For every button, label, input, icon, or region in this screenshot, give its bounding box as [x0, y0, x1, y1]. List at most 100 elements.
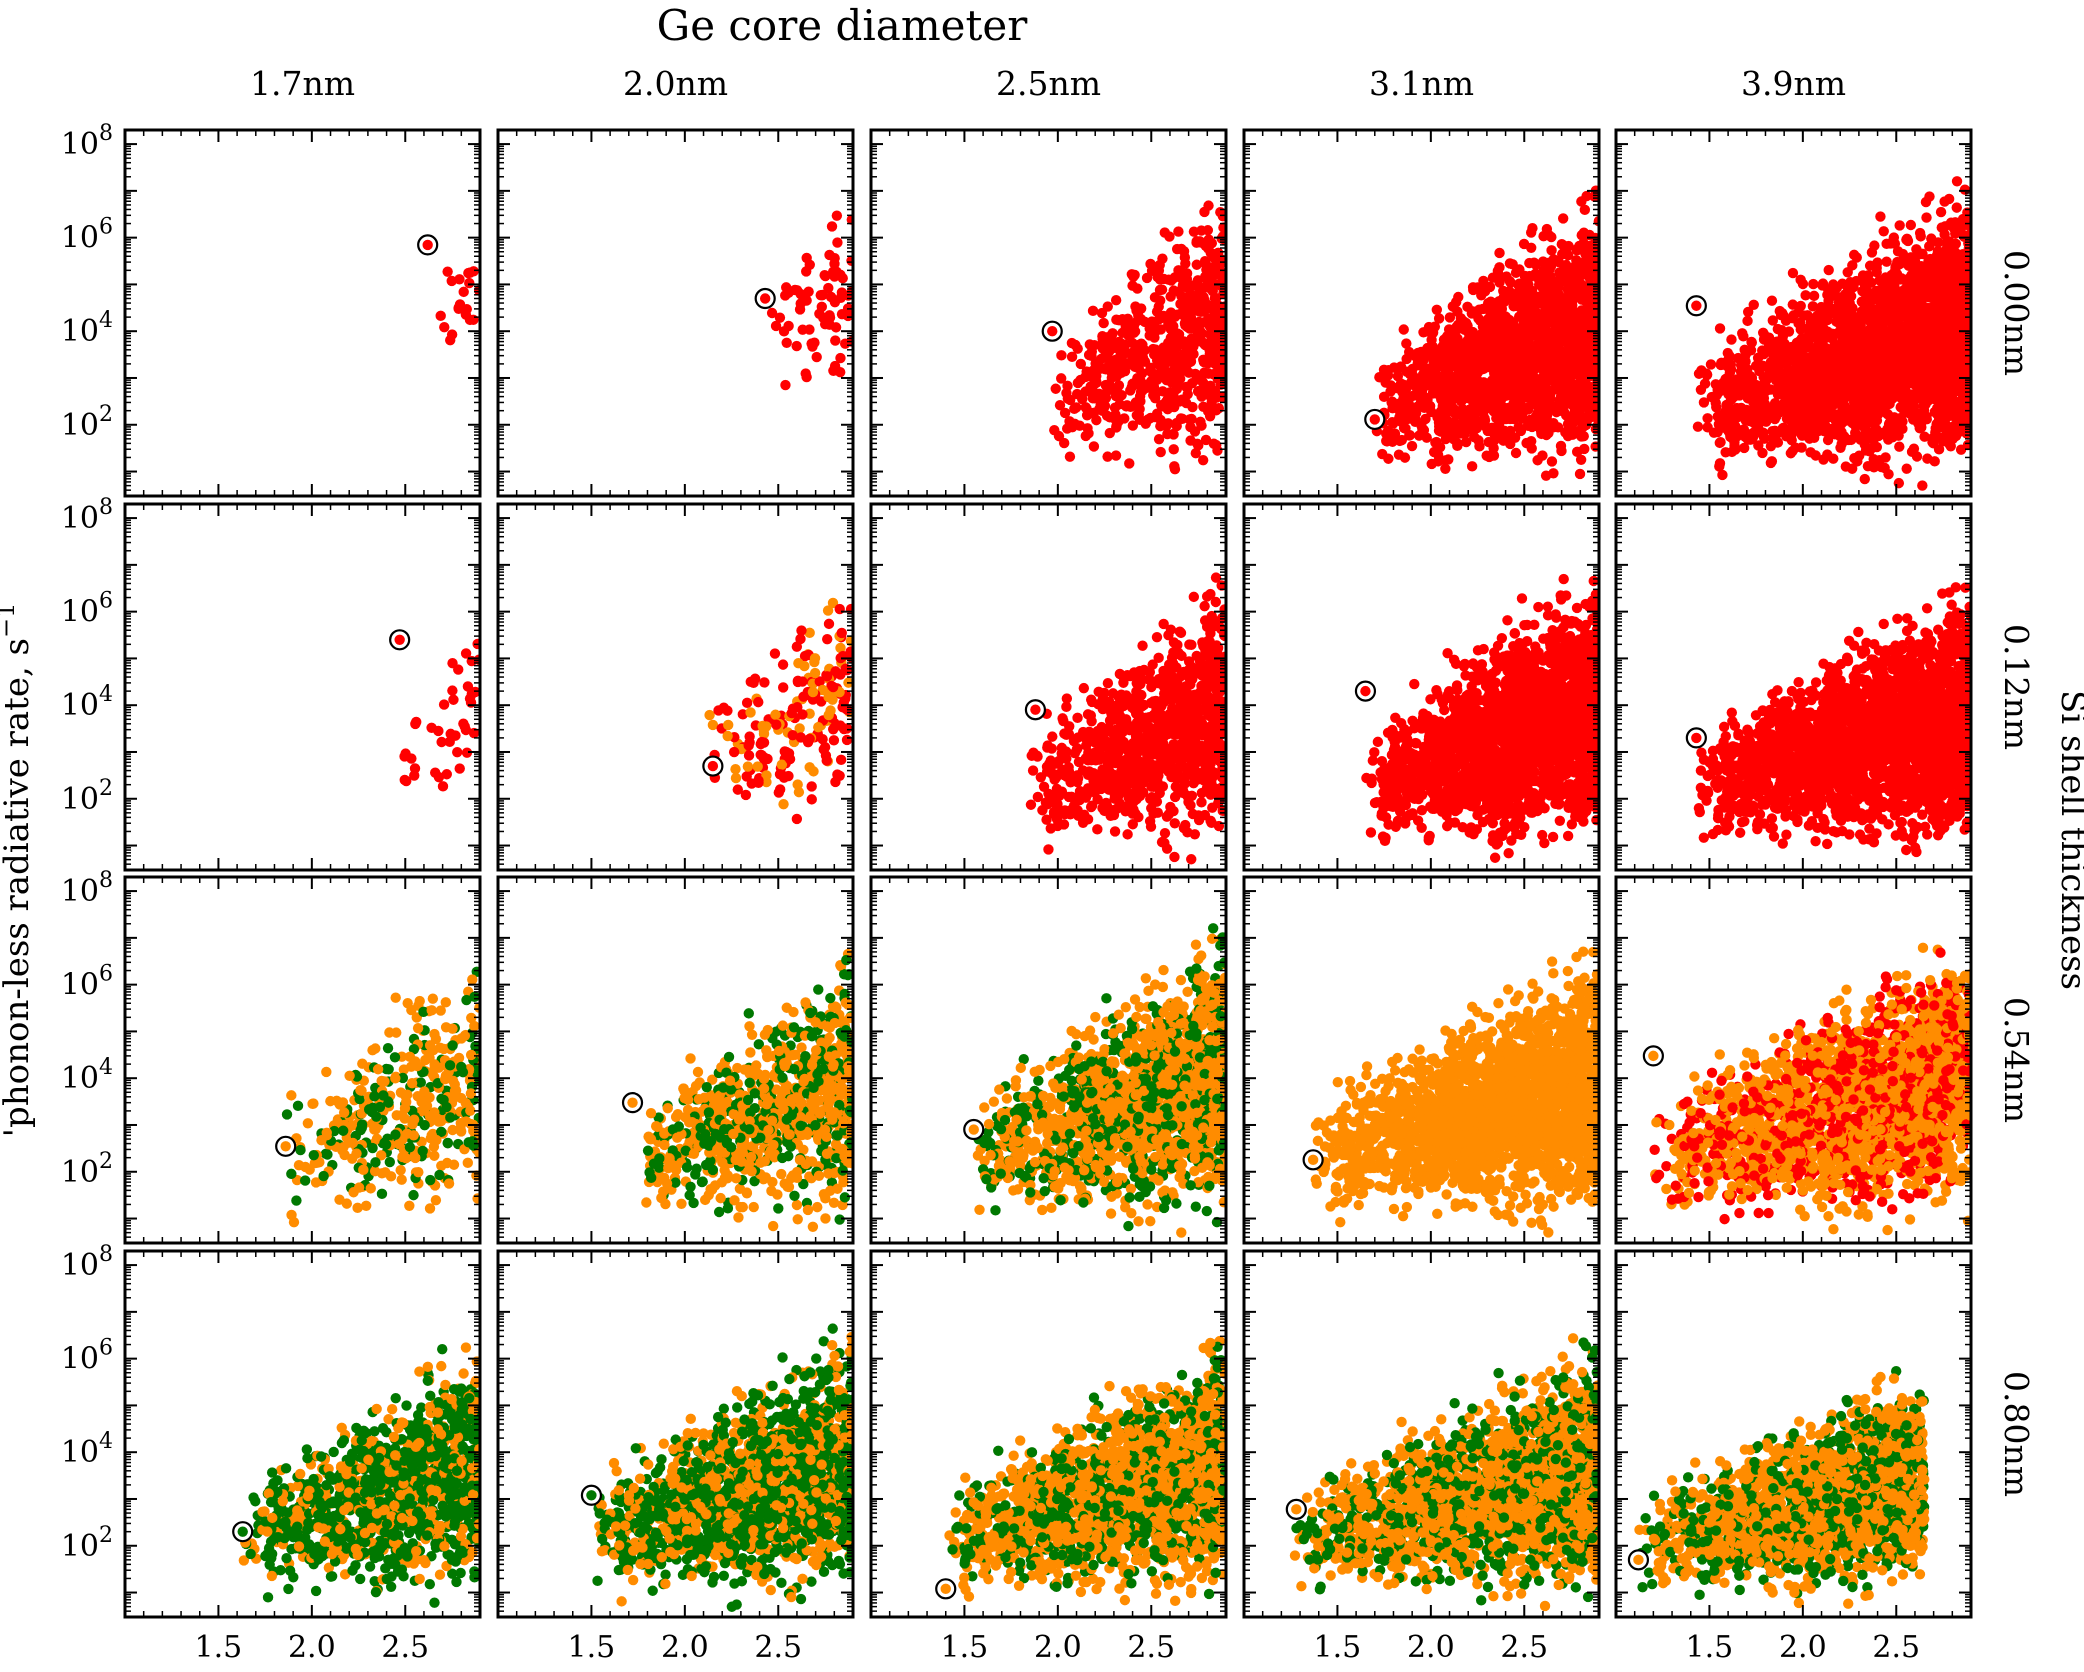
data-point — [1408, 390, 1420, 401]
data-point — [770, 320, 782, 332]
data-point — [1124, 458, 1135, 469]
data-point — [1574, 468, 1586, 480]
data-point — [1539, 373, 1550, 385]
data-point — [464, 277, 475, 289]
data-point — [1738, 331, 1749, 342]
data-point — [1447, 353, 1458, 365]
data-point — [1584, 382, 1596, 393]
data-point — [1533, 409, 1544, 420]
data-point — [1395, 362, 1407, 373]
data-point — [826, 221, 838, 232]
y-tick-label: 102 — [61, 402, 113, 443]
data-point — [1084, 339, 1096, 350]
highlight-point — [1047, 326, 1058, 337]
data-point — [1513, 409, 1524, 421]
data-point — [1522, 404, 1534, 415]
data-point — [1398, 324, 1409, 335]
data-point — [1434, 411, 1446, 423]
data-point — [1049, 424, 1060, 436]
data-point — [1378, 391, 1390, 403]
highlight-point — [759, 293, 771, 304]
data-point — [1198, 356, 1210, 368]
data-point — [1551, 320, 1562, 332]
data-point — [1206, 396, 1218, 407]
data-point — [439, 321, 450, 333]
data-point — [804, 259, 815, 270]
data-point — [1183, 367, 1195, 378]
data-point — [1204, 411, 1216, 422]
data-point — [1398, 379, 1409, 390]
data-point — [1591, 412, 1599, 423]
data-point — [1199, 317, 1210, 328]
data-point — [1432, 374, 1444, 386]
data-point — [1551, 279, 1563, 291]
point-group — [1692, 176, 1971, 491]
data-point — [823, 282, 834, 294]
data-point — [774, 312, 786, 323]
data-point — [1206, 332, 1217, 343]
data-point — [1500, 346, 1511, 358]
data-point — [464, 314, 476, 326]
data-point — [837, 273, 848, 284]
data-point — [832, 237, 843, 248]
data-point — [780, 290, 791, 301]
data-point — [1574, 428, 1586, 440]
data-point — [1091, 376, 1102, 387]
data-point — [1173, 373, 1185, 385]
data-point — [1129, 400, 1140, 411]
data-point — [1081, 410, 1093, 421]
data-point — [1589, 191, 1599, 202]
data-point — [1189, 426, 1201, 437]
data-point — [1206, 344, 1218, 355]
row-labels: 0.00nm 0.12nm 0.54nm 0.80nm — [1997, 250, 2036, 1497]
data-point — [1571, 446, 1583, 458]
data-point — [1201, 271, 1213, 282]
data-point — [1156, 364, 1167, 375]
data-point — [1096, 307, 1108, 319]
data-point — [1532, 455, 1543, 466]
data-point — [1447, 382, 1458, 393]
data-point — [1406, 440, 1418, 452]
data-point — [1435, 426, 1447, 437]
data-point — [1905, 219, 1917, 231]
data-point — [1137, 352, 1149, 363]
data-point — [1476, 338, 1488, 349]
data-point — [1499, 373, 1510, 384]
data-point — [1145, 258, 1156, 270]
data-point — [1097, 330, 1108, 342]
data-point — [1187, 333, 1199, 344]
data-point — [842, 310, 853, 322]
data-point — [1842, 267, 1853, 278]
data-point — [1464, 406, 1475, 417]
row-axis-label: Si shell thickness — [2053, 690, 2084, 990]
scatter-panel — [496, 128, 855, 498]
data-point — [1176, 308, 1187, 320]
data-point — [1163, 315, 1174, 326]
point-group — [766, 210, 853, 391]
data-point — [1554, 345, 1566, 356]
data-point — [1064, 451, 1076, 462]
data-point — [1126, 319, 1138, 330]
data-point — [1071, 388, 1083, 400]
data-point — [1548, 468, 1559, 479]
data-point — [1056, 350, 1067, 361]
data-point — [1951, 176, 1963, 187]
data-point — [1540, 363, 1551, 374]
data-point — [1776, 345, 1787, 357]
data-point — [1392, 370, 1404, 382]
data-point — [1131, 410, 1143, 421]
data-point — [1155, 420, 1166, 432]
data-point — [1528, 257, 1540, 268]
data-point — [1421, 432, 1432, 443]
data-point — [1116, 367, 1127, 379]
data-point — [1530, 386, 1541, 397]
data-point — [1069, 418, 1080, 430]
data-point — [1857, 270, 1869, 281]
data-point — [1380, 377, 1391, 388]
data-point — [1568, 279, 1579, 290]
data-point — [1154, 259, 1165, 271]
data-point — [1548, 417, 1559, 429]
data-point — [1759, 329, 1770, 341]
data-point — [814, 308, 825, 319]
scatter-panel: 102 104 106 108 — [61, 121, 482, 498]
